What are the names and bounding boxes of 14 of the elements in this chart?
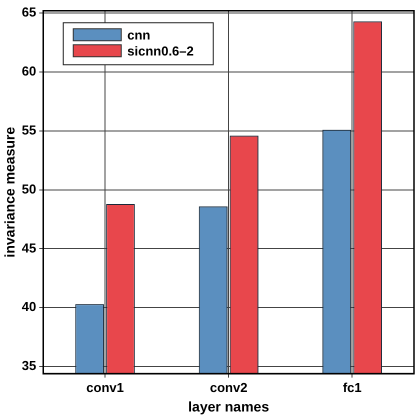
x-tick-label: conv1	[86, 380, 124, 395]
legend-label: sicnn0.6–2	[127, 43, 194, 58]
y-tick-label: 60	[22, 64, 36, 79]
y-tick-label: 45	[22, 240, 36, 256]
x-axis-title: layer names	[188, 398, 270, 414]
legend-label: cnn	[127, 27, 150, 42]
y-tick-label: 35	[22, 358, 36, 374]
y-tick-label: 55	[22, 122, 36, 138]
y-axis-title: invariance measure	[1, 126, 18, 258]
x-tick-label: fc1	[342, 380, 362, 395]
y-tick-label: 40	[22, 299, 36, 314]
x-tick-label: conv2	[210, 380, 248, 395]
y-tick-label: 50	[22, 181, 36, 196]
y-tick-label: 65	[22, 4, 36, 20]
